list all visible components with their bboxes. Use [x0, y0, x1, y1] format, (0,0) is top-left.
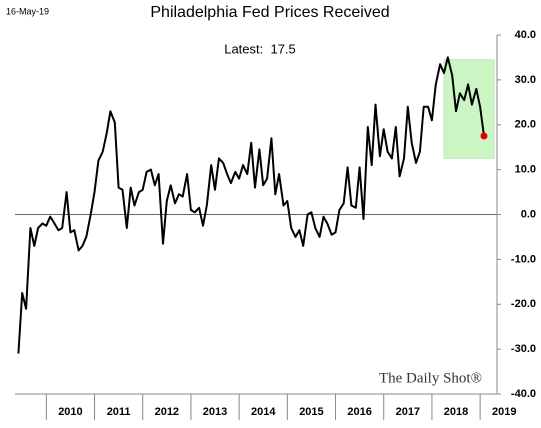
y-tick-label: -30.0	[511, 343, 536, 355]
y-tick-label: 30.0	[515, 74, 536, 86]
y-tick-label: 20.0	[515, 119, 536, 131]
y-tick-label: -20.0	[511, 298, 536, 310]
data-line	[17, 56, 485, 354]
date-label: 16-May-19	[6, 6, 49, 16]
x-tick-label: 2015	[299, 406, 323, 418]
x-tick-label: 2018	[444, 406, 468, 418]
y-tick-label: 0.0	[521, 208, 536, 220]
latest-annotation: Latest: 17.5	[224, 41, 296, 56]
y-tick-label: -40.0	[511, 388, 536, 400]
x-tick-label: 2011	[107, 406, 131, 418]
x-tick-label: 2014	[251, 406, 276, 418]
chart-title: Philadelphia Fed Prices Received	[150, 4, 389, 21]
y-tick-label: 40.0	[515, 29, 536, 41]
x-tick-label: 2013	[203, 406, 227, 418]
y-tick-label: -10.0	[511, 253, 536, 265]
y-tick-label: 10.0	[515, 164, 536, 176]
x-tick-label: 2017	[396, 406, 420, 418]
x-tick-label: 2010	[58, 406, 82, 418]
x-tick-label: 2016	[347, 406, 371, 418]
watermark: The Daily Shot®	[379, 370, 482, 386]
latest-point	[480, 132, 488, 140]
x-tick-label: 2012	[155, 406, 179, 418]
x-tick-label: 2019	[492, 406, 516, 418]
